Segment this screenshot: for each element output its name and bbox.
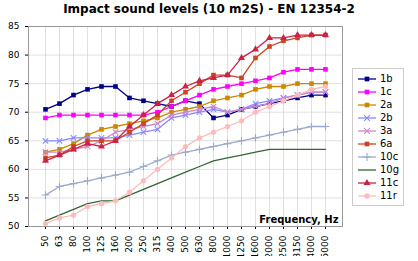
html-text:10g: 10g bbox=[380, 164, 400, 175]
svg-text:800: 800 bbox=[208, 235, 218, 252]
svg-text:200: 200 bbox=[124, 235, 134, 252]
svg-text:65: 65 bbox=[8, 136, 19, 146]
svg-text:55: 55 bbox=[8, 193, 19, 203]
svg-text:630: 630 bbox=[194, 235, 204, 252]
svg-text:63: 63 bbox=[54, 236, 64, 247]
svg-text:500: 500 bbox=[180, 235, 190, 252]
svg-text:1250: 1250 bbox=[236, 235, 246, 256]
svg-text:100: 100 bbox=[82, 235, 92, 252]
svg-text:Frequency, Hz: Frequency, Hz bbox=[259, 214, 338, 225]
svg-text:60: 60 bbox=[8, 164, 20, 174]
html-text:2b: 2b bbox=[380, 112, 393, 123]
svg-text:80: 80 bbox=[8, 50, 20, 60]
svg-text:70: 70 bbox=[8, 107, 20, 117]
svg-text:1600: 1600 bbox=[250, 235, 260, 256]
html-text:3a: 3a bbox=[380, 125, 393, 136]
html-text:2a: 2a bbox=[380, 99, 393, 110]
svg-text:80: 80 bbox=[68, 235, 78, 247]
html-text:11c: 11c bbox=[380, 177, 399, 188]
svg-text:2500: 2500 bbox=[278, 235, 288, 256]
html-text:10c: 10c bbox=[380, 151, 399, 162]
svg-text:400: 400 bbox=[166, 235, 176, 252]
svg-text:125: 125 bbox=[96, 236, 106, 253]
html-text:6a: 6a bbox=[380, 138, 393, 149]
html-text:Impact sound levels (10 m2S) -: Impact sound levels (10 m2S) - EN 12354-… bbox=[63, 2, 355, 16]
html-text:11r: 11r bbox=[380, 190, 397, 201]
svg-text:250: 250 bbox=[138, 235, 148, 252]
svg-text:1000: 1000 bbox=[222, 235, 232, 256]
svg-text:50: 50 bbox=[8, 221, 20, 231]
svg-text:4000: 4000 bbox=[306, 235, 316, 256]
html-text:1b: 1b bbox=[380, 73, 393, 84]
svg-text:50: 50 bbox=[40, 235, 50, 247]
svg-text:315: 315 bbox=[152, 236, 162, 253]
svg-text:3150: 3150 bbox=[292, 235, 302, 256]
html-text:1c: 1c bbox=[380, 86, 392, 97]
svg-text:85: 85 bbox=[8, 21, 19, 31]
svg-text:2000: 2000 bbox=[264, 235, 274, 256]
svg-text:160: 160 bbox=[110, 235, 120, 252]
svg-text:75: 75 bbox=[8, 79, 19, 89]
svg-text:5000: 5000 bbox=[320, 235, 330, 256]
